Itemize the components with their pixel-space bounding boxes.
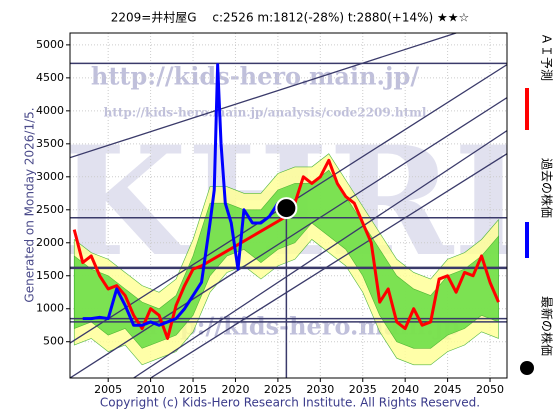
price-line: [72, 158, 500, 340]
y-tick-label: 3500: [36, 137, 64, 150]
x-tick-label: 2020: [221, 383, 249, 396]
x-tick-label: 2050: [476, 383, 504, 396]
y-tick-label: 500: [43, 335, 64, 348]
x-tick-label: 2030: [306, 383, 334, 396]
generated-note: Generated on Monday 2026/1/5.: [23, 107, 37, 302]
watermark: http://kids-hero.main.jp/analysis/code22…: [104, 106, 427, 120]
copyright: Copyright (c) Kids-Hero Research Institu…: [100, 396, 480, 410]
chart-title: 2209=井村屋G c:2526 m:1812(-28%) t:2880(+14…: [111, 11, 470, 25]
legend-label: 最新の株価: [540, 296, 555, 356]
price-line: [82, 63, 288, 327]
trend-line: [150, 153, 507, 378]
y-tick-label: 1500: [36, 269, 64, 282]
y-tick-label: 2000: [36, 236, 64, 249]
latest-point: [275, 197, 298, 220]
x-tick-label: 2035: [349, 383, 377, 396]
watermark: http://kids-hero.main.jp/: [91, 62, 419, 91]
x-tick-label: 2045: [434, 383, 462, 396]
y-tick-label: 4000: [36, 104, 64, 117]
trend-line: [70, 97, 507, 378]
plot-frame: [69, 32, 508, 379]
y-tick-label: 3000: [36, 170, 64, 183]
trend-line: [70, 33, 457, 159]
legend-marker: [520, 361, 534, 375]
y-tick-label: 1000: [36, 302, 64, 315]
x-tick-label: 2010: [137, 383, 165, 396]
legend-label: 過去の株価: [540, 158, 555, 218]
legend-label: ＡＩ予測: [540, 33, 554, 81]
x-tick-label: 2005: [94, 383, 122, 396]
y-tick-label: 5000: [36, 38, 64, 51]
x-tick-label: 2040: [391, 383, 419, 396]
trend-line: [133, 130, 507, 378]
y-tick-label: 2500: [36, 203, 64, 216]
plot-area: http://kids-hero.main.jp/http://kids-her…: [70, 33, 507, 378]
x-tick-label: 2015: [179, 383, 207, 396]
y-tick-label: 4500: [36, 71, 64, 84]
x-tick-label: 2025: [264, 383, 292, 396]
